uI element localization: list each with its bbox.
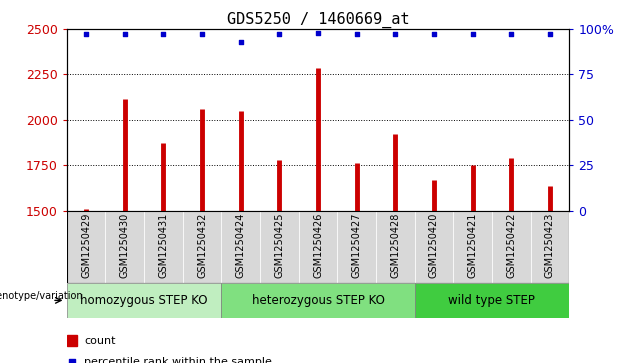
Point — [545, 32, 555, 37]
Text: GSM1250432: GSM1250432 — [197, 213, 207, 278]
Text: wild type STEP: wild type STEP — [448, 294, 536, 307]
Bar — [221, 211, 260, 283]
Text: GSM1250428: GSM1250428 — [391, 213, 400, 278]
Point — [352, 32, 362, 37]
Text: GSM1250430: GSM1250430 — [120, 213, 130, 278]
Text: GSM1250429: GSM1250429 — [81, 213, 91, 278]
Text: GSM1250420: GSM1250420 — [429, 213, 439, 278]
Bar — [376, 211, 415, 283]
Text: heterozygous STEP KO: heterozygous STEP KO — [252, 294, 384, 307]
Text: percentile rank within the sample: percentile rank within the sample — [84, 357, 272, 363]
Bar — [337, 211, 376, 283]
Bar — [67, 283, 221, 318]
Point — [158, 32, 169, 37]
Bar — [492, 211, 530, 283]
Point — [197, 32, 207, 37]
Text: GSM1250431: GSM1250431 — [158, 213, 169, 278]
Point — [467, 32, 478, 37]
Point — [120, 32, 130, 37]
Bar — [67, 335, 78, 346]
Text: count: count — [84, 336, 116, 346]
Point — [81, 32, 91, 37]
Bar — [299, 211, 337, 283]
Point — [429, 32, 439, 37]
Text: GSM1250421: GSM1250421 — [467, 213, 478, 278]
Text: GSM1250423: GSM1250423 — [545, 213, 555, 278]
Bar — [67, 211, 106, 283]
Bar — [415, 283, 569, 318]
Title: GDS5250 / 1460669_at: GDS5250 / 1460669_at — [227, 12, 409, 28]
Point — [67, 359, 77, 363]
Text: GSM1250422: GSM1250422 — [506, 213, 516, 278]
Bar — [530, 211, 569, 283]
Text: GSM1250427: GSM1250427 — [352, 213, 362, 278]
Text: GSM1250424: GSM1250424 — [236, 213, 245, 278]
Bar — [453, 211, 492, 283]
Text: genotype/variation: genotype/variation — [0, 291, 83, 301]
Bar — [106, 211, 144, 283]
Bar — [415, 211, 453, 283]
Point — [313, 30, 323, 36]
Point — [391, 32, 401, 37]
Point — [274, 32, 284, 37]
Text: homozygous STEP KO: homozygous STEP KO — [80, 294, 208, 307]
Bar — [260, 211, 299, 283]
Text: GSM1250426: GSM1250426 — [313, 213, 323, 278]
Bar — [144, 211, 183, 283]
Point — [506, 32, 516, 37]
Point — [235, 39, 245, 45]
Bar — [221, 283, 415, 318]
Text: GSM1250425: GSM1250425 — [274, 213, 284, 278]
Bar — [183, 211, 221, 283]
